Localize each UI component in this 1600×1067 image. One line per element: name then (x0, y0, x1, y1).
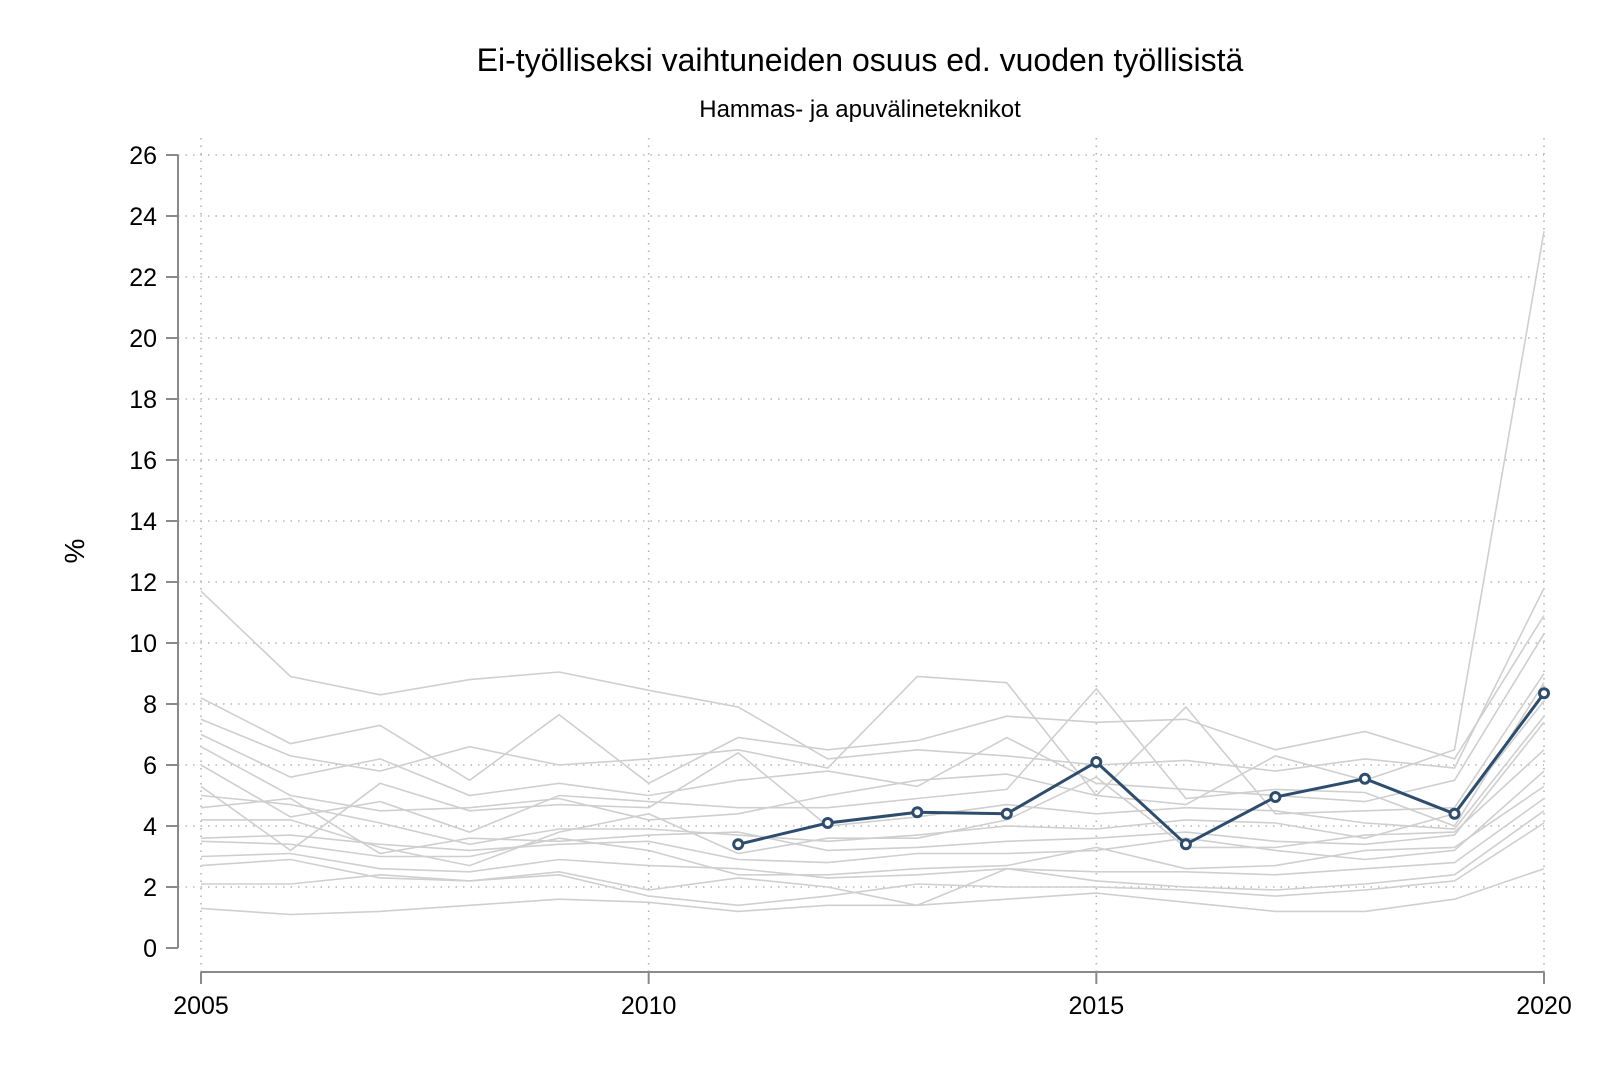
highlight-data-point (1538, 687, 1550, 700)
background-series-line (200, 721, 1545, 855)
background-series-line (200, 633, 1545, 803)
highlight-data-point (1090, 756, 1103, 768)
background-series-line (200, 770, 1545, 864)
y-axis-title: % (59, 539, 90, 564)
y-tick-label: 14 (129, 508, 157, 536)
background-series-line (200, 797, 1545, 879)
background-series-line (200, 810, 1545, 907)
y-tick-label: 12 (129, 569, 157, 597)
y-tick-label: 0 (143, 935, 157, 963)
background-series-line (200, 867, 1545, 916)
background-series-line (201, 822, 1545, 907)
background-series-line (200, 673, 1545, 821)
y-tick-label: 8 (143, 691, 157, 719)
x-tick-label: 2015 (1069, 992, 1125, 1020)
y-tick-label: 24 (129, 203, 157, 231)
x-tick-label: 2005 (173, 992, 229, 1020)
highlight-data-point (1000, 807, 1013, 820)
y-tick-label: 18 (129, 386, 157, 414)
x-tick-label: 2020 (1516, 992, 1572, 1020)
y-tick-label: 22 (129, 264, 157, 292)
y-tick-label: 10 (129, 630, 157, 658)
y-tick-label: 26 (129, 142, 157, 170)
x-tick-label: 2010 (621, 992, 677, 1020)
background-series-line (200, 715, 1545, 852)
highlight-data-point (1448, 807, 1461, 820)
background-series (200, 231, 1545, 916)
highlight-data-point (821, 817, 834, 829)
highlight-data-point (732, 838, 745, 851)
highlight-series (732, 687, 1550, 851)
background-series-line (200, 587, 1545, 772)
y-tick-label: 6 (143, 752, 157, 780)
gridlines (178, 138, 1545, 972)
highlight-data-point (1269, 791, 1282, 803)
highlight-data-point (1179, 838, 1192, 851)
chart-title: Ei-työlliseksi vaihtuneiden osuus ed. vu… (477, 42, 1244, 78)
highlight-series-line (737, 692, 1546, 847)
y-tick-label: 20 (129, 325, 157, 353)
background-series-line (200, 615, 1545, 785)
y-tick-label: 4 (143, 813, 157, 841)
background-series-line (200, 785, 1545, 876)
background-series-line (200, 682, 1545, 833)
background-series-line (200, 231, 1545, 806)
y-tick-label: 16 (129, 447, 157, 475)
highlight-data-point (911, 806, 924, 819)
y-tick-label: 2 (143, 874, 157, 902)
chart-subtitle: Hammas- ja apuvälineteknikot (699, 96, 1021, 123)
highlight-data-point (1358, 772, 1371, 785)
